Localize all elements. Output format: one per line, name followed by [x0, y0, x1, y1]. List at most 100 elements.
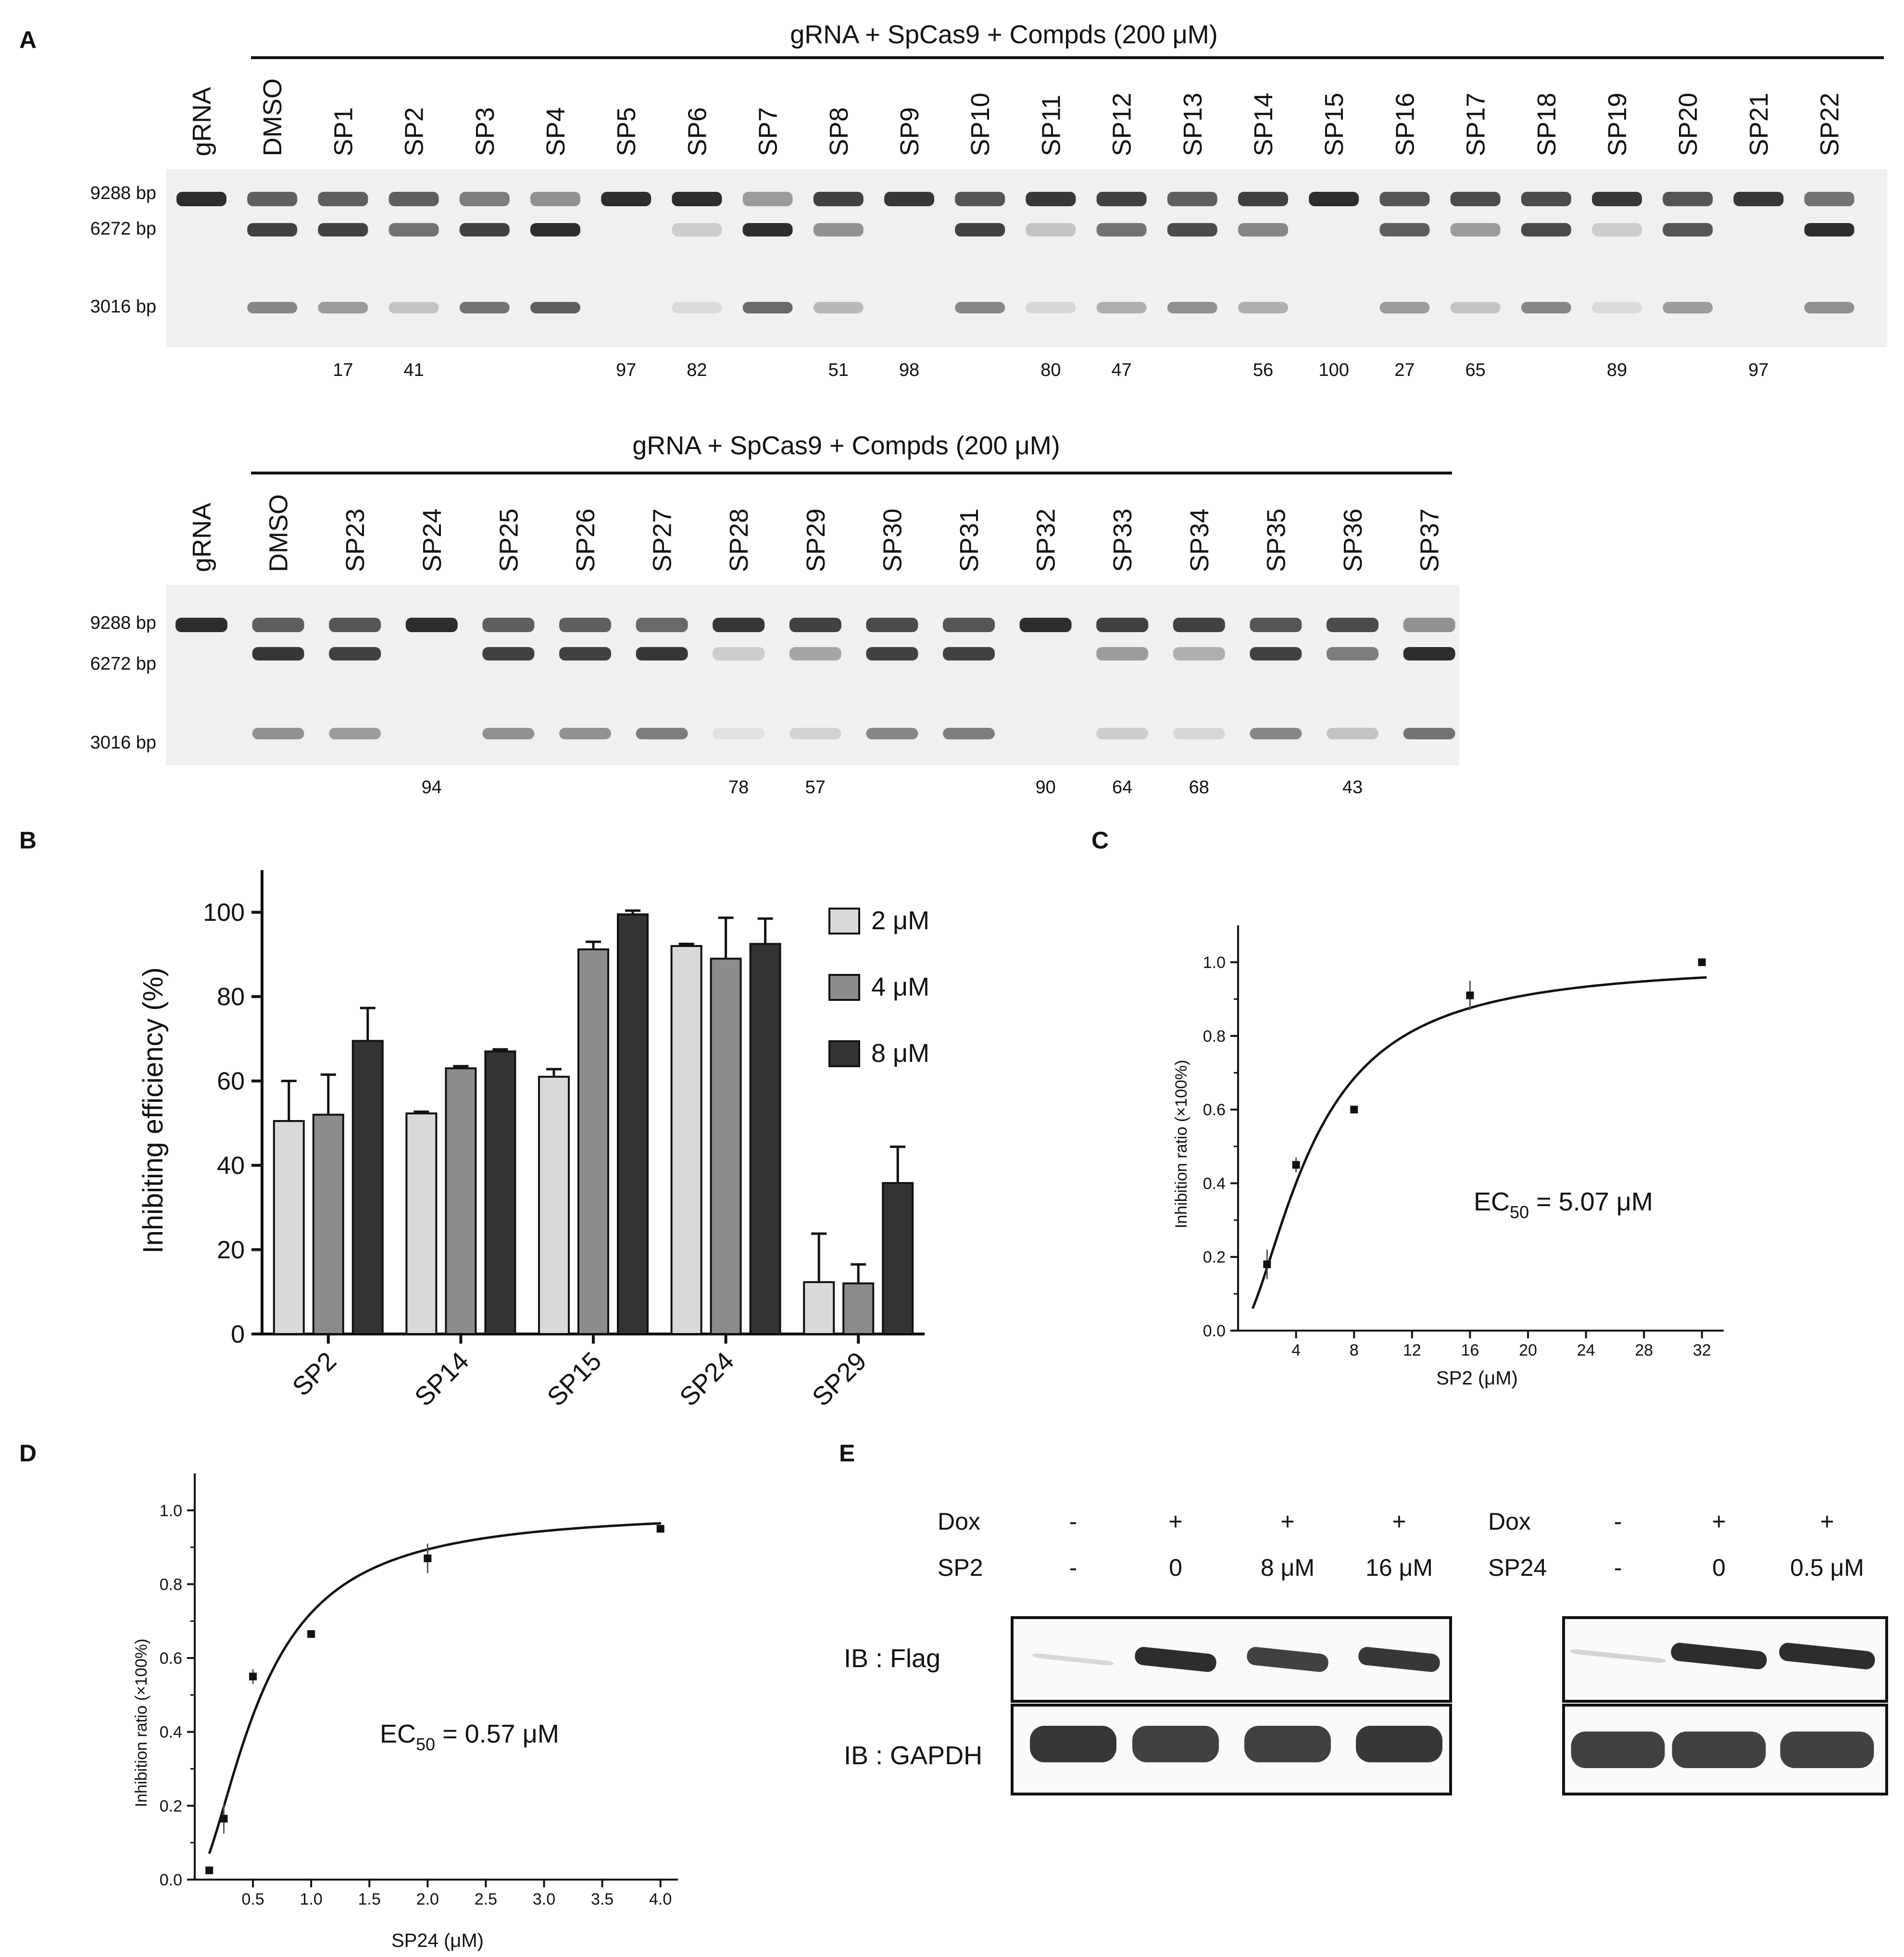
blot-left-header: - - +0 +8 μM +16 μM	[1069, 1508, 1433, 1581]
data-point	[424, 1554, 432, 1562]
gel-band	[1026, 302, 1076, 313]
gel-band	[329, 728, 381, 739]
lane-label-sp14: SP14	[1249, 93, 1278, 156]
x-tick-label: 0.5	[241, 1890, 264, 1908]
gel-band	[559, 728, 611, 739]
blot-left-dox-label: Dox	[938, 1508, 980, 1535]
x-tick-label: 1.5	[358, 1890, 381, 1908]
lane-label-sp30: SP30	[878, 509, 907, 572]
x-tick-label: 12	[1403, 1341, 1421, 1359]
gel-band	[1663, 192, 1713, 206]
inhibition-value: 90	[1035, 777, 1055, 798]
sp2-ec50-annotation: EC50 = 5.07 μM	[1474, 1187, 1653, 1222]
gel-top-bands	[176, 192, 1854, 313]
gel-band	[813, 192, 864, 206]
gel-band	[636, 728, 688, 739]
lane-label-sp3: SP3	[471, 107, 500, 156]
y-tick-label: 0.2	[1203, 1248, 1226, 1267]
flag-band	[1671, 1643, 1767, 1670]
lane-label-sp7: SP7	[754, 107, 783, 156]
gel-band	[713, 647, 765, 661]
dox-value: +	[1392, 1508, 1406, 1535]
gel-band	[459, 302, 510, 313]
gel-band	[1250, 728, 1302, 739]
gel-band	[742, 192, 793, 206]
gel-band	[1026, 223, 1076, 237]
compound-value: 0	[1712, 1554, 1726, 1581]
legend-swatch	[828, 1040, 860, 1067]
gel-band	[329, 618, 381, 632]
gel-band	[1450, 192, 1501, 206]
bar	[670, 945, 702, 1335]
sp2-chart-ylabel: Inhibition ratio (×100%)	[1172, 1060, 1190, 1229]
sp24-chart-ylabel: Inhibition ratio (×100%)	[132, 1639, 150, 1807]
panel-label-e: E	[839, 1440, 855, 1467]
lane-label-sp27: SP27	[648, 509, 677, 572]
gel-bottom-bands	[175, 618, 1455, 739]
lane-label-sp4: SP4	[541, 107, 570, 156]
gel-band	[388, 192, 439, 206]
gel-top-lane-labels: gRNA DMSO SP1 SP2 SP3 SP4 SP5 SP6 SP7 SP8 SP9 SP10 S…	[188, 78, 1844, 156]
y-tick-label: 0.6	[160, 1649, 182, 1668]
compound-value: -	[1614, 1554, 1622, 1581]
gel-band	[789, 647, 841, 661]
gel-band	[742, 223, 793, 237]
gel-band	[636, 647, 688, 661]
gel-bottom-marker-9288: 9288 bp	[90, 613, 156, 633]
data-point	[1350, 1106, 1358, 1114]
gel-bottom-header: gRNA + SpCas9 + Compds (200 μM)	[632, 431, 1060, 460]
blot-flag-label: IB : Flag	[844, 1644, 940, 1673]
bar	[842, 1282, 875, 1335]
gel-band	[482, 618, 535, 632]
gel-band	[1096, 192, 1147, 206]
bar	[710, 958, 742, 1335]
gel-top-marker-6272: 6272 bp	[90, 219, 156, 239]
lane-label-sp29: SP29	[802, 509, 830, 572]
inhibition-value: 68	[1189, 777, 1209, 798]
gapdh-band	[1780, 1732, 1874, 1768]
lane-label-sp26: SP26	[571, 509, 600, 572]
gel-band	[1403, 618, 1455, 632]
bar	[538, 1075, 570, 1335]
y-tick-label: 0.4	[160, 1723, 182, 1742]
gel-band	[1521, 192, 1571, 206]
gel-band	[388, 223, 439, 237]
lane-label-sp35: SP35	[1262, 509, 1290, 572]
panel-label-c: C	[1091, 827, 1109, 854]
lane-label-sp19: SP19	[1603, 93, 1632, 156]
dox-value: -	[1614, 1508, 1622, 1535]
gel-band	[1173, 618, 1225, 632]
gel-band	[1379, 223, 1430, 237]
bar-x-tick-label: SP15	[542, 1346, 607, 1412]
lane-label-dmso: DMSO	[258, 78, 287, 156]
gel-band	[866, 647, 918, 661]
sp24-chart-xlabel: SP24 (μM)	[391, 1930, 484, 1951]
data-point	[205, 1866, 213, 1874]
lane-label-sp37: SP37	[1415, 509, 1444, 572]
flag-band	[1135, 1647, 1216, 1672]
gel-band	[742, 302, 793, 313]
legend-swatch	[828, 908, 860, 935]
gel-band	[530, 192, 580, 206]
bar	[803, 1281, 835, 1335]
gel-band	[1167, 302, 1217, 313]
gel-band	[1026, 192, 1076, 206]
y-tick-label: 1.0	[1203, 954, 1226, 972]
inhibition-value: 27	[1394, 360, 1415, 380]
inhibition-value: 56	[1253, 360, 1273, 380]
dox-value: +	[1712, 1508, 1726, 1535]
inhibition-value: 47	[1111, 360, 1131, 380]
bar-y-tick-label: 0	[231, 1321, 245, 1348]
dox-value: +	[1820, 1508, 1834, 1535]
gel-band	[530, 302, 580, 313]
bar	[617, 913, 649, 1335]
gel-band	[1238, 302, 1288, 313]
bar-x-tick-label: SP24	[674, 1346, 739, 1412]
gel-band	[943, 647, 995, 661]
gel-band	[459, 192, 510, 206]
bar	[484, 1050, 516, 1335]
data-point	[1292, 1161, 1300, 1169]
gel-band	[1592, 192, 1642, 206]
inhibition-value: 97	[616, 360, 636, 380]
inhibition-value: 78	[728, 777, 749, 798]
